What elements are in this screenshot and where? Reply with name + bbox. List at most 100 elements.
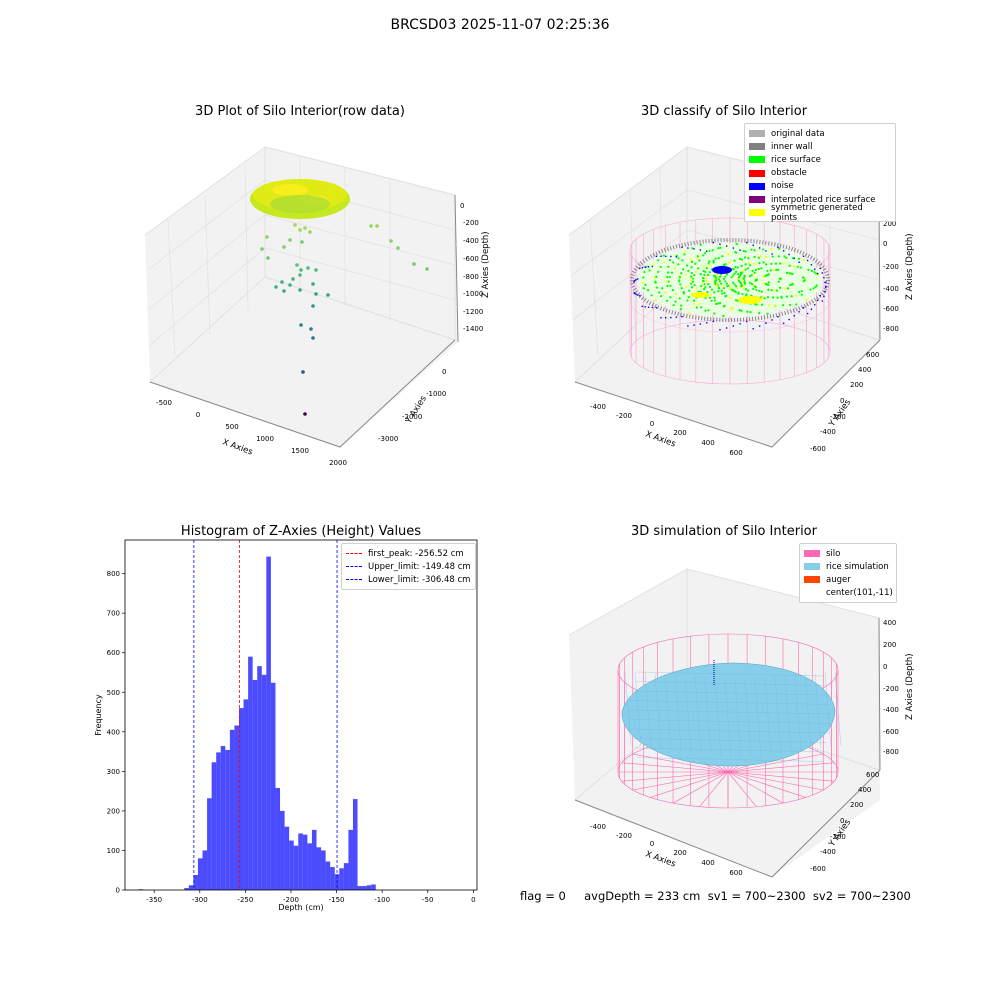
histogram-bar	[307, 843, 312, 890]
legend-line-swatch	[346, 579, 362, 581]
legend-item: original data	[749, 127, 891, 140]
sim-y-tick-label: -200	[830, 833, 846, 841]
legend-swatch	[804, 563, 820, 571]
raw-tick-labels: -500 0 500 1000 1500 2000 -3000 -2000 -1000 0 0 -20…	[156, 202, 483, 467]
histogram-bar	[289, 840, 294, 890]
sim-z-tick-label: 200	[883, 641, 896, 649]
raw-y-tick-label: -2000	[402, 413, 422, 421]
legend-label: silo	[826, 548, 841, 559]
histogram-bar	[352, 799, 358, 890]
histogram-bar	[257, 666, 262, 890]
histogram-bar	[325, 861, 331, 890]
raw-z-tick-label: -1400	[463, 325, 483, 333]
sim-y-tick-label: -600	[810, 865, 826, 873]
legend-label: first_peak: -256.52 cm	[368, 548, 464, 559]
histogram-bar	[261, 674, 267, 890]
status-footer: flag = 0 avgDepth = 233 cm sv1 = 700~230…	[520, 889, 911, 903]
raw-z-tick-label: -400	[463, 237, 479, 245]
sim-z-tick-label: 0	[883, 663, 887, 671]
simulation-rice-surface	[621, 660, 842, 767]
legend-label: symmetric generated points	[771, 202, 863, 223]
histogram-ylabel: Frequency	[94, 694, 103, 736]
raw-x-tick-label: 0	[196, 411, 200, 419]
legend-item: silo	[804, 547, 892, 560]
histogram-y-tick-label: 300	[107, 768, 120, 776]
histogram-bar	[366, 885, 372, 890]
legend-label: center(101,-11)	[826, 588, 893, 599]
histogram-bar	[298, 833, 303, 890]
legend-item: center(101,-11)	[804, 587, 893, 600]
cls-y-tick-label: 0	[840, 397, 844, 405]
legend-label: noise	[771, 181, 794, 192]
legend-label: obstacle	[771, 168, 807, 179]
sim-x-tick-label: 0	[650, 840, 654, 848]
histogram-y-ticks: 0 100 200 300 400 500 600 700 800	[107, 570, 125, 895]
histogram-xlabel: Depth (cm)	[278, 903, 323, 912]
legend-item: rice simulation	[804, 560, 892, 573]
legend-swatch	[749, 182, 765, 190]
cls-x-tick-label: -200	[616, 412, 632, 420]
histogram-bar	[184, 888, 189, 890]
cls-x-tick-label: -400	[590, 403, 606, 411]
classify-scatter-points	[630, 238, 830, 331]
histogram-x-tick-label: -100	[374, 896, 390, 904]
legend-item: auger	[804, 573, 892, 586]
histogram-bar	[193, 874, 198, 890]
histogram-bar	[225, 750, 230, 890]
histogram-bar	[339, 868, 344, 890]
legend-item: interpolated rice surface	[749, 193, 891, 206]
simulation-3d-plot: X Axies Y Axies Z Axies (Depth) -400-200…	[568, 568, 915, 878]
histogram-bar	[229, 729, 235, 890]
raw-axes-box	[144, 146, 459, 448]
raw-scatter-points	[260, 223, 429, 416]
histogram-y-tick-label: 200	[107, 807, 120, 815]
histogram-bar	[371, 884, 376, 890]
histogram-bar	[234, 725, 239, 890]
sim-x-tick-label: -400	[590, 823, 606, 831]
sim-y-tick-label: -400	[820, 848, 836, 856]
sim-y-tick-label: 600	[866, 771, 879, 779]
raw-y-tick-label: -3000	[378, 435, 398, 443]
histogram-x-tick-label: -350	[146, 896, 162, 904]
legend-swatch	[749, 156, 765, 164]
sim-y-tick-label: 0	[840, 817, 844, 825]
legend-item: noise	[749, 180, 891, 193]
legend-swatch	[749, 196, 765, 204]
histogram-x-tick-label: 0	[471, 896, 475, 904]
figure-title: BRCSD03 2025-11-07 02:25:36	[390, 17, 610, 33]
raw-plot-title: 3D Plot of Silo Interior(row data)	[195, 104, 405, 119]
raw-ylabel: Y Axies	[404, 394, 430, 427]
simulation-zlabel: Z Axies (Depth)	[905, 653, 915, 720]
histogram-bar	[321, 850, 326, 890]
legend-label: inner wall	[771, 141, 813, 152]
legend-item: inner wall	[749, 140, 891, 153]
histogram-y-tick-label: 600	[107, 649, 120, 657]
histogram-frame	[124, 539, 478, 891]
classify-3d-plot: X Axies Y Axies Z Axies (Depth) -400-200…	[568, 146, 915, 457]
legend-swatch	[749, 143, 765, 151]
sim-x-tick-label: 400	[701, 859, 714, 867]
legend-swatch	[804, 576, 820, 584]
histogram-bar	[270, 682, 276, 890]
raw-x-tick-label: 1500	[291, 447, 309, 455]
histogram-legend-item: first_peak: -256.52 cm	[346, 547, 471, 560]
histogram-bar	[357, 886, 363, 890]
sim-z-tick-label: 400	[883, 619, 896, 627]
raw-3d-plot: X Axies Y Axies Z Axies (Depth) -500 0 500…	[144, 146, 491, 467]
sim-x-tick-label: 200	[673, 849, 686, 857]
histogram-legend: first_peak: -256.52 cm Upper_limit: -149.…	[341, 543, 476, 590]
histogram-y-tick-label: 500	[107, 689, 120, 697]
sim-x-tick-label: 600	[729, 869, 742, 877]
histogram-title: Histogram of Z-Axies (Height) Values	[180, 524, 422, 539]
classify-zlabel: Z Axies (Depth)	[905, 233, 915, 300]
cls-y-tick-label: -600	[810, 445, 826, 453]
histogram-y-tick-label: 700	[107, 610, 120, 618]
raw-x-tick-label: -500	[156, 399, 172, 407]
raw-z-tick-label: -600	[463, 255, 479, 263]
histogram-x-ticks: -350 -300 -250 -200 -150 -100 -50 0	[146, 890, 476, 904]
legend-swatch	[749, 169, 765, 177]
sim-z-tick-label: -800	[883, 748, 899, 756]
legend-swatch	[804, 590, 820, 597]
cls-y-tick-label: 200	[850, 381, 863, 389]
sim-y-tick-label: 400	[858, 786, 871, 794]
